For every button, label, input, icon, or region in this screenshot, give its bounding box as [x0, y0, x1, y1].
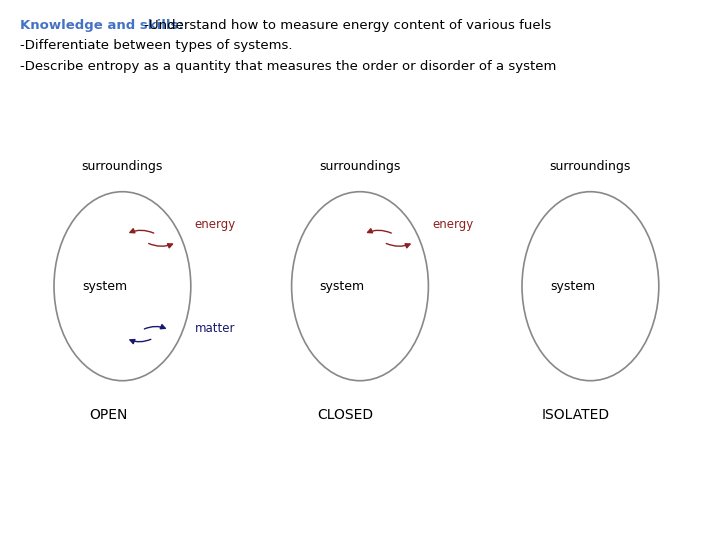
- Text: system: system: [550, 280, 595, 293]
- Text: -Understand how to measure energy content of various fuels: -Understand how to measure energy conten…: [140, 19, 552, 32]
- Text: Knowledge and skills:: Knowledge and skills:: [20, 19, 184, 32]
- Text: matter: matter: [194, 322, 235, 335]
- Text: CLOSED: CLOSED: [318, 408, 374, 422]
- Text: surroundings: surroundings: [319, 160, 401, 173]
- Text: OPEN: OPEN: [89, 408, 127, 422]
- Text: energy: energy: [194, 218, 235, 231]
- Text: -Describe entropy as a quantity that measures the order or disorder of a system: -Describe entropy as a quantity that mea…: [20, 60, 557, 73]
- Text: surroundings: surroundings: [81, 160, 163, 173]
- Text: system: system: [82, 280, 127, 293]
- Text: system: system: [320, 280, 364, 293]
- Text: ISOLATED: ISOLATED: [542, 408, 610, 422]
- Text: -Differentiate between types of systems.: -Differentiate between types of systems.: [20, 39, 292, 52]
- Text: energy: energy: [432, 218, 473, 231]
- Text: surroundings: surroundings: [549, 160, 631, 173]
